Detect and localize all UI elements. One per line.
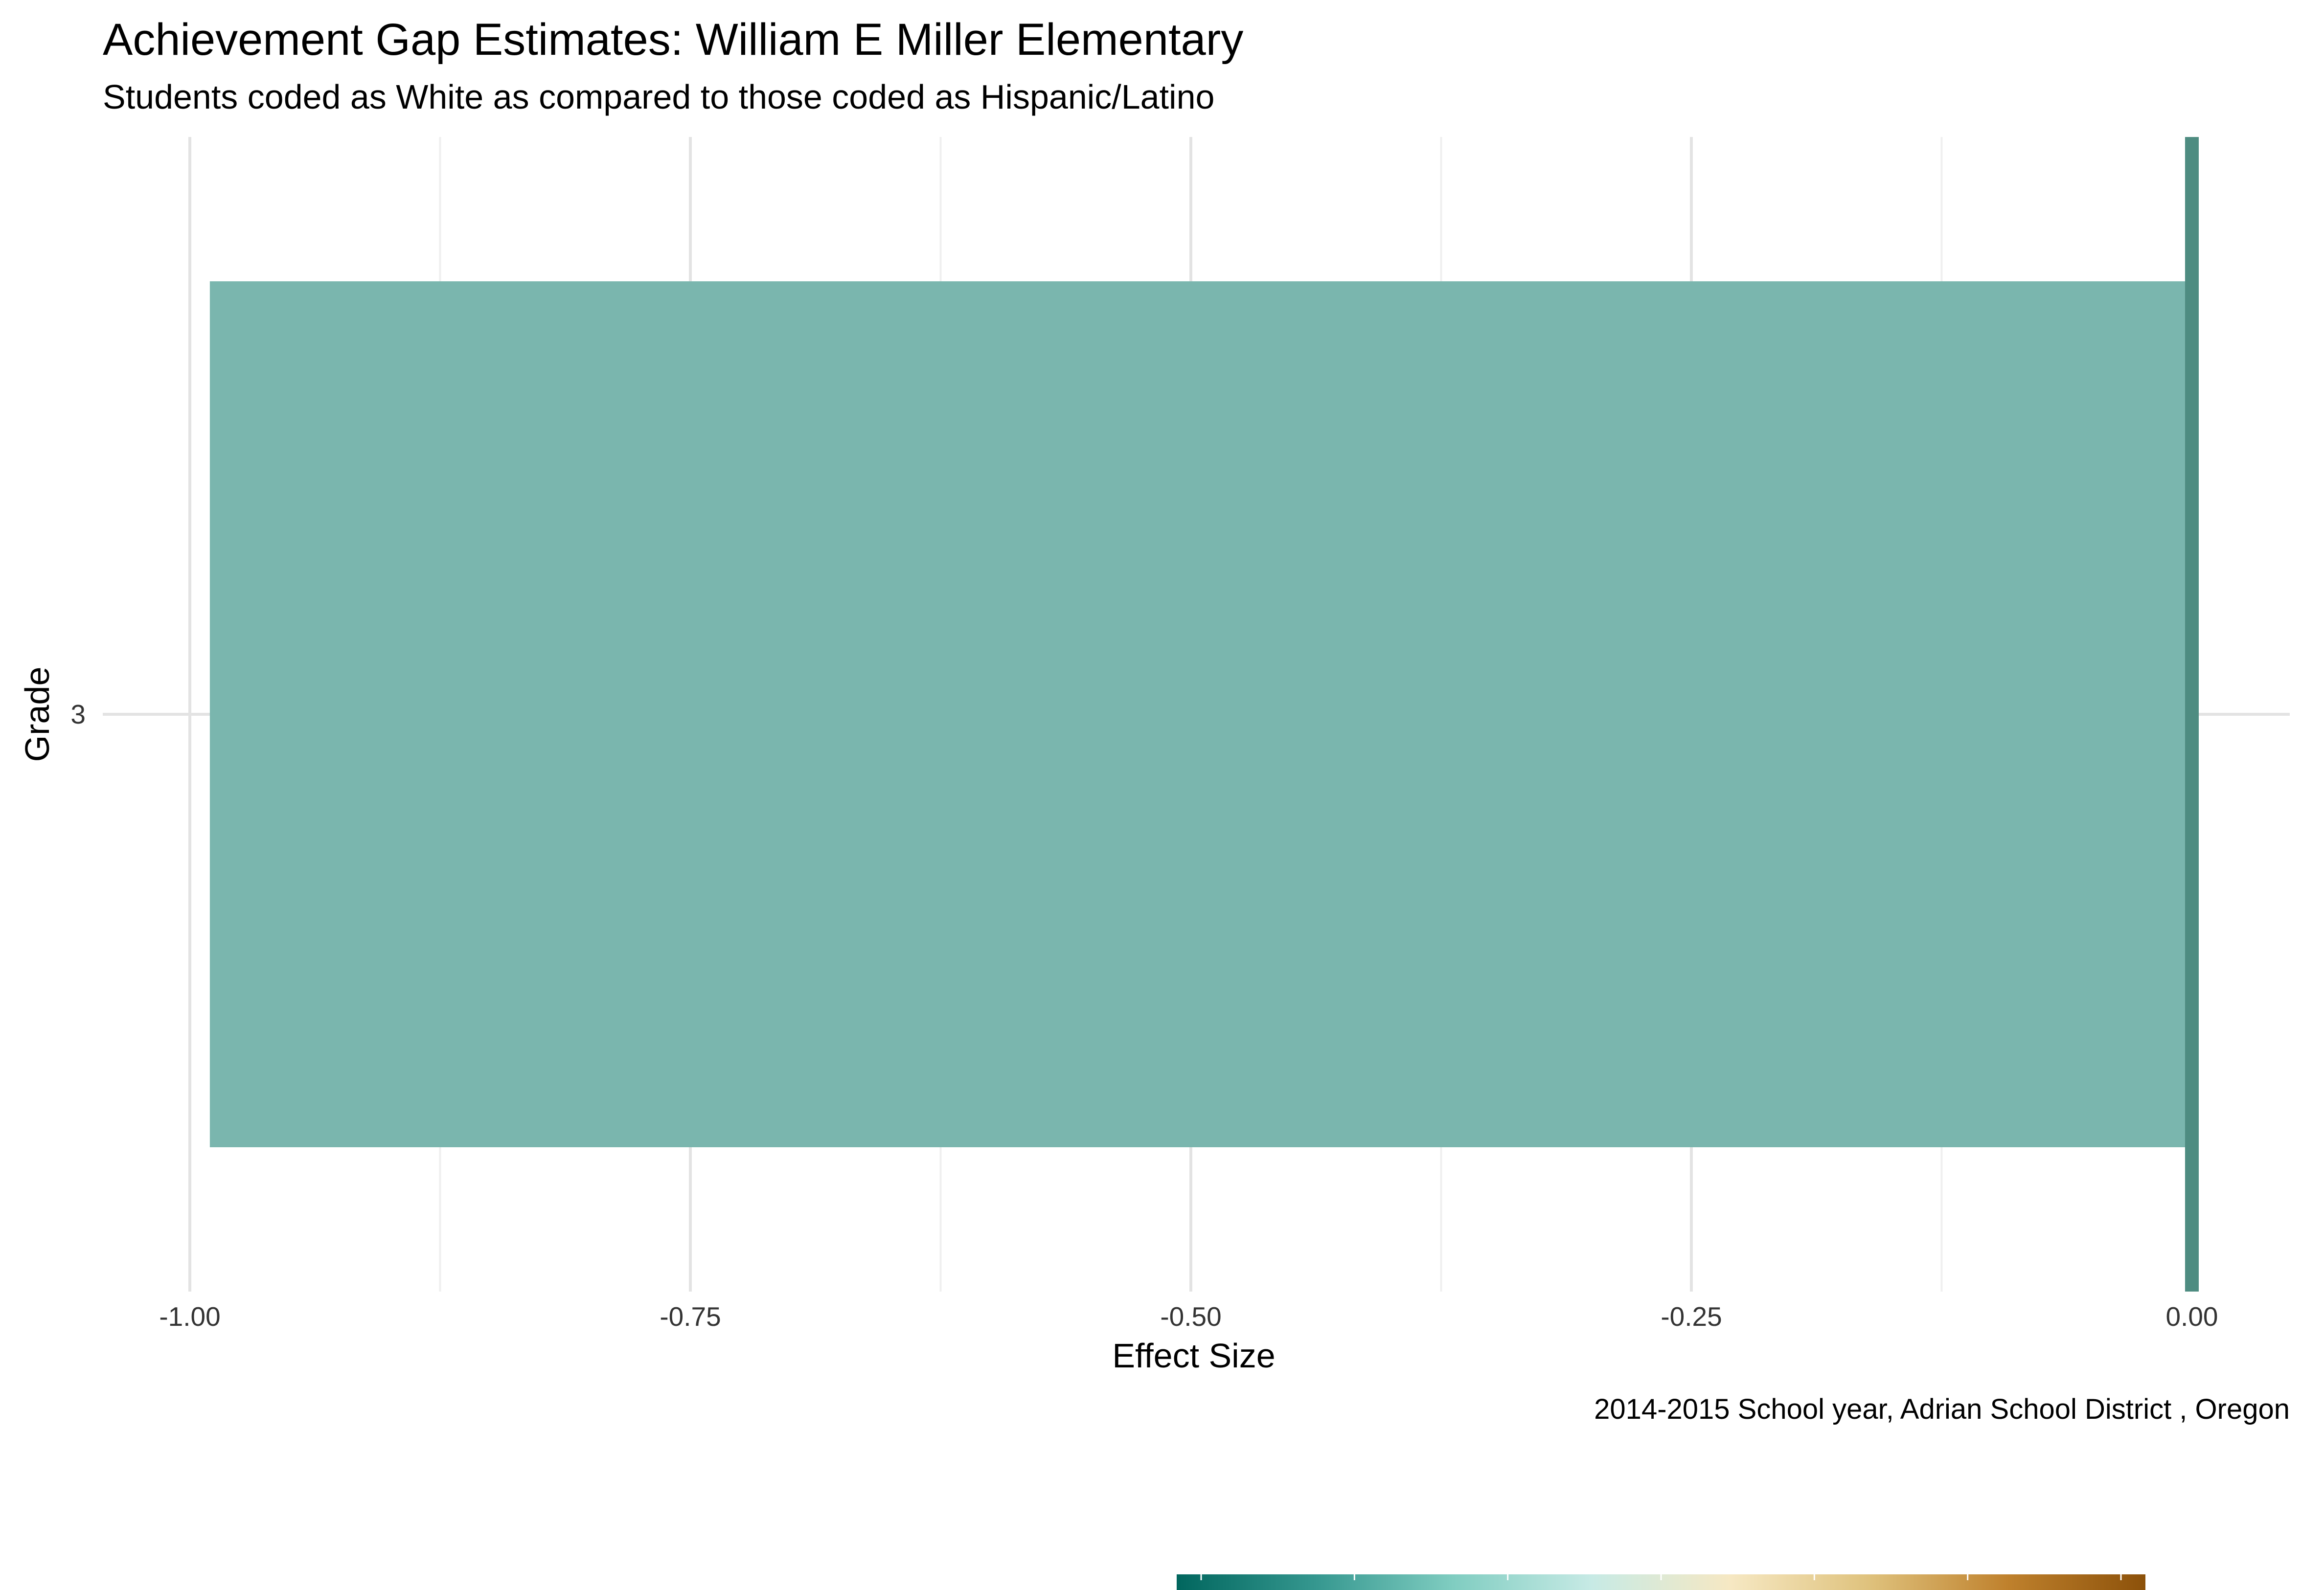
x-tick-label: 0.00 [2165, 1301, 2218, 1332]
x-tick-label: -0.50 [1160, 1301, 1221, 1332]
bars [209, 281, 2192, 1147]
reference-line [2185, 137, 2199, 1292]
x-tick-labels: -1.00 -0.75 -0.50 -0.25 0.00 [159, 1301, 2218, 1332]
chart-caption: 2014-2015 School year, Adrian School Dis… [1594, 1393, 2290, 1425]
y-tick-labels: 3 [70, 699, 86, 729]
legend-colorbar [1177, 1574, 2145, 1590]
bar-grade-3 [209, 281, 2192, 1147]
y-tick-label: 3 [70, 699, 86, 729]
y-axis-title: Grade [18, 667, 56, 762]
x-tick-label: -0.25 [1661, 1301, 1722, 1332]
x-axis-title: Effect Size [1112, 1337, 1275, 1375]
chart-subtitle: Students coded as White as compared to t… [103, 78, 1214, 116]
x-tick-label: -0.75 [660, 1301, 721, 1332]
x-tick-label: -1.00 [159, 1301, 220, 1332]
reference-line-group [2185, 137, 2199, 1292]
chart-title: Achievement Gap Estimates: William E Mil… [103, 15, 1243, 65]
